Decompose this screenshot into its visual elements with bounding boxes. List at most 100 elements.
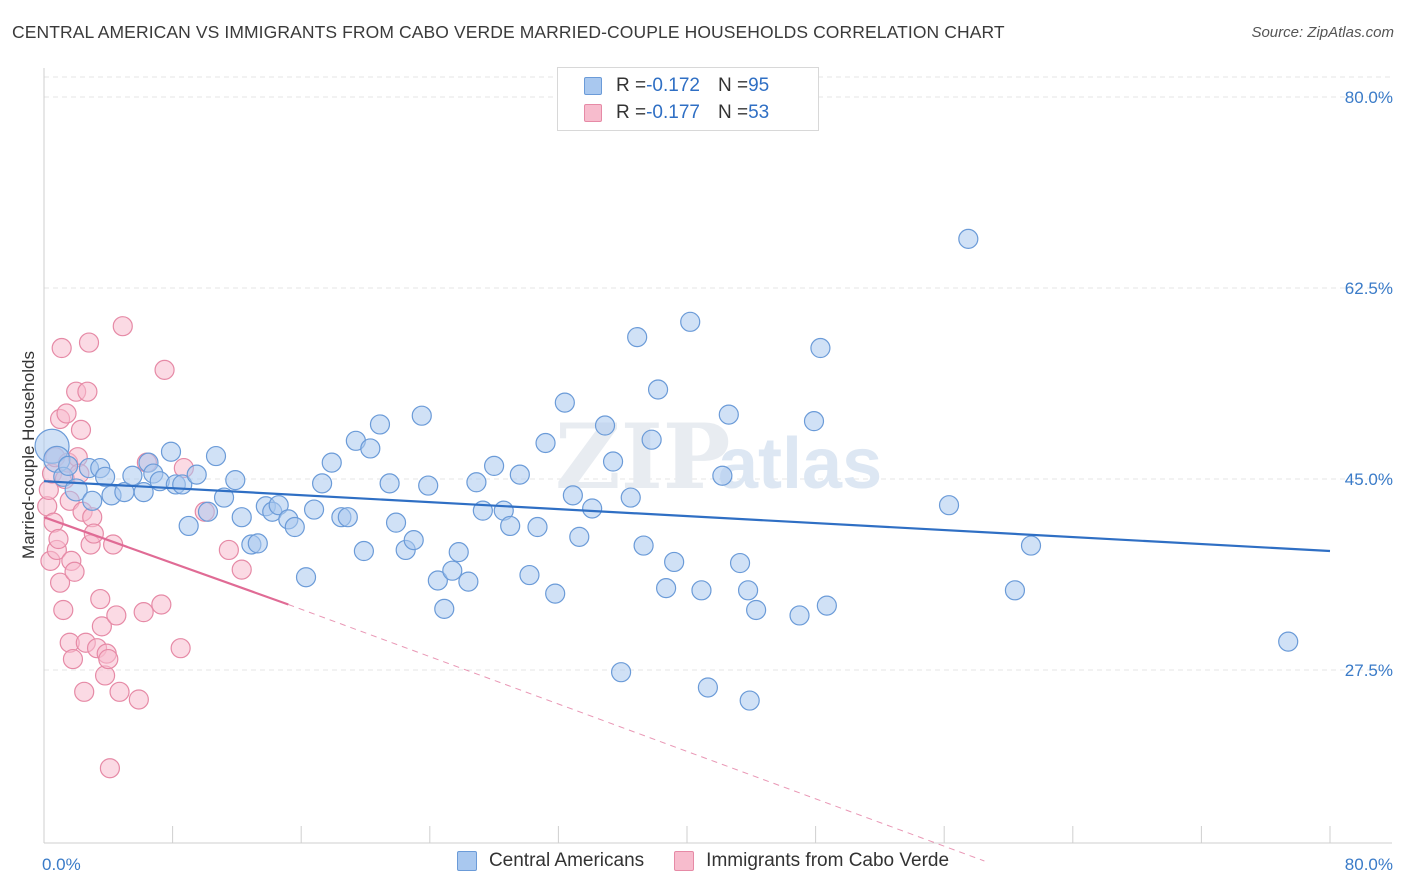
legend-r-value: -0.172	[646, 75, 700, 96]
cabo-verde-point	[70, 419, 92, 440]
central-americans-point	[205, 445, 227, 467]
cabo-verde-point	[98, 648, 119, 670]
cabo-verde-point	[109, 681, 130, 702]
central-americans-point	[303, 499, 325, 520]
central-americans-point	[602, 451, 624, 472]
legend-n-value: 95	[748, 75, 770, 96]
central-americans-point	[746, 599, 767, 621]
legend-n-label: N =	[717, 75, 749, 96]
cabo-verde-point	[112, 316, 133, 337]
legend-n-label: N =	[717, 102, 749, 123]
central-americans-point	[500, 515, 521, 537]
central-americans-point	[647, 379, 669, 400]
central-americans-point	[527, 516, 548, 538]
y-tick-label-1: 45.0%	[1345, 470, 1393, 489]
central-americans-point	[938, 495, 960, 516]
x-tick-label-start: 0.0%	[42, 855, 81, 874]
series-legend: Central Americans Immigrants from Cabo V…	[0, 850, 1406, 872]
legend-swatch-pink	[584, 104, 602, 122]
cabo-verde-point	[133, 602, 154, 623]
central-americans-point	[691, 580, 712, 601]
x-tick-label-end: 80.0%	[1345, 855, 1393, 874]
central-americans-point	[718, 404, 739, 425]
cabo-verde-point	[74, 681, 95, 702]
central-americans-point	[379, 473, 400, 494]
central-americans-point	[385, 512, 407, 533]
central-americans-point	[816, 595, 837, 616]
central-americans-trend-line	[43, 480, 1331, 553]
watermark-zip: ZIP	[555, 404, 730, 510]
central-americans-point	[958, 228, 979, 249]
y-tick-label-2: 62.5%	[1345, 279, 1393, 298]
central-americans-point	[620, 487, 641, 508]
central-americans-point	[178, 515, 199, 537]
y-axis-label: Married-couple Households	[19, 351, 38, 559]
central-americans-point	[509, 464, 530, 485]
legend-row-central-americans: R = -0.172 N = 95	[584, 74, 769, 98]
cabo-verde-point	[99, 758, 121, 779]
cabo-verde-point	[78, 332, 100, 353]
source-credit: Source: ZipAtlas.com	[1251, 24, 1394, 41]
central-americans-point	[458, 571, 479, 592]
central-americans-point	[554, 392, 575, 413]
central-americans-point	[160, 441, 182, 462]
cabo-verde-point	[231, 559, 252, 580]
y-tick-label-0: 27.5%	[1345, 661, 1393, 680]
series-legend-central-americans: Central Americans	[456, 850, 645, 872]
central-americans-point	[268, 495, 289, 516]
cabo-verde-point	[90, 588, 111, 610]
central-americans-point	[186, 464, 207, 485]
gridlines	[44, 76, 1392, 671]
watermark-atlas: atlas	[718, 424, 882, 504]
central-americans-point	[656, 578, 677, 599]
tick-labels: 27.5% 45.0% 62.5% 80.0% 0.0% 80.0%	[42, 88, 1393, 874]
cabo-verde-point	[128, 689, 149, 710]
central-americans-point	[64, 478, 88, 502]
cabo-verde-point	[56, 403, 77, 424]
central-americans-point	[1020, 535, 1042, 556]
central-americans-point	[610, 662, 632, 683]
cabo-verde-point	[77, 381, 98, 402]
central-americans-point	[94, 466, 116, 487]
central-americans-point	[633, 535, 654, 556]
cabo-verde-point	[62, 648, 84, 670]
central-americans-point	[569, 526, 590, 547]
central-americans-point	[582, 498, 603, 519]
central-americans-point	[369, 414, 391, 435]
series-cabo-verde-points	[37, 316, 252, 779]
central-americans-point	[411, 405, 432, 426]
cabo-verde-point	[218, 539, 239, 561]
series-swatch-pink	[674, 851, 695, 871]
central-americans-point	[442, 560, 463, 581]
legend-row-cabo-verde: R = -0.177 N = 53	[584, 101, 769, 125]
central-americans-point	[737, 580, 759, 601]
cabo-verde-point	[151, 594, 172, 615]
central-americans-point	[789, 605, 810, 626]
central-americans-point	[231, 507, 252, 528]
central-americans-point	[712, 465, 733, 486]
central-americans-point	[82, 490, 103, 511]
cabo-verde-point	[38, 479, 59, 501]
series-name: Central Americans	[488, 850, 645, 871]
cabo-verde-trend-line	[43, 516, 289, 606]
central-americans-point	[321, 452, 342, 473]
central-americans-point	[58, 455, 79, 477]
central-americans-point	[427, 570, 448, 591]
central-americans-point	[418, 475, 439, 496]
central-americans-point	[353, 540, 374, 562]
central-americans-point	[697, 677, 718, 698]
cabo-verde-trend-extension	[288, 604, 985, 862]
central-americans-point	[284, 516, 305, 538]
central-americans-point	[122, 465, 143, 486]
central-americans-point	[803, 411, 825, 432]
central-americans-point	[1004, 580, 1026, 601]
central-americans-point	[519, 564, 540, 586]
central-americans-point	[627, 327, 648, 348]
trend-lines	[43, 480, 1331, 862]
cabo-verde-point	[49, 572, 71, 593]
central-americans-point	[594, 415, 616, 436]
legend-n-value: 53	[748, 102, 770, 123]
cabo-verde-point	[106, 605, 127, 626]
chart-title: CENTRAL AMERICAN VS IMMIGRANTS FROM CABO…	[12, 22, 1005, 42]
cabo-verde-point	[48, 528, 69, 550]
